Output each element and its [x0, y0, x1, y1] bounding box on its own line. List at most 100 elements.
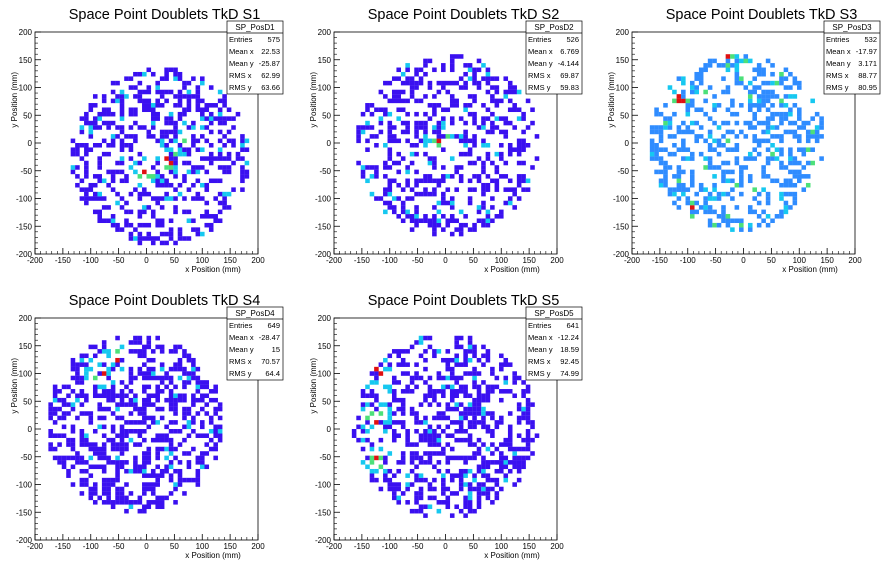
histogram-bin	[142, 451, 147, 456]
histogram-bin	[418, 477, 424, 483]
histogram-bin	[66, 455, 71, 461]
histogram-bin	[485, 89, 491, 95]
histogram-bin	[409, 151, 415, 157]
histogram-bin	[525, 446, 531, 452]
histogram-bin	[458, 231, 464, 237]
y-tick-label: -200	[315, 536, 332, 545]
histogram-bin	[730, 54, 735, 59]
histogram-bin	[725, 178, 731, 184]
histogram-bin	[436, 89, 442, 95]
histogram-bin	[240, 178, 245, 184]
histogram-bin	[195, 468, 201, 474]
stats-value: 575	[267, 35, 280, 44]
histogram-bin	[146, 500, 152, 505]
histogram-bin	[150, 500, 156, 505]
histogram-bin	[396, 98, 401, 104]
histogram-bin	[106, 151, 111, 157]
histogram-bin	[685, 103, 691, 108]
histogram-bin	[106, 491, 111, 496]
histogram-bin	[150, 107, 156, 113]
histogram-bin	[124, 460, 129, 465]
histogram-bin	[663, 165, 668, 170]
histogram-bin	[142, 389, 147, 394]
chart-title: Space Point Doublets TkD S2	[368, 7, 560, 23]
histogram-bin	[703, 209, 708, 215]
histogram-bin	[676, 182, 682, 188]
histogram-bin	[423, 429, 428, 434]
histogram-bin	[409, 227, 415, 232]
histogram-bin	[400, 362, 406, 367]
y-tick-label: 200	[616, 28, 630, 37]
histogram-bin	[427, 160, 433, 166]
histogram-bin	[503, 389, 509, 394]
histogram-bin	[409, 451, 415, 456]
stats-label: RMS y	[528, 369, 551, 378]
histogram-bin	[427, 504, 433, 510]
histogram-bin	[792, 76, 798, 81]
histogram-bin	[499, 455, 504, 461]
histogram-bin	[712, 94, 717, 99]
histogram-bin	[734, 134, 740, 139]
histogram-bin	[485, 143, 491, 148]
histogram-bin	[84, 371, 89, 376]
histogram-bin	[423, 366, 428, 372]
histogram-bin	[208, 103, 214, 108]
histogram-bin	[374, 406, 379, 412]
histogram-bin	[427, 103, 433, 108]
histogram-bin	[88, 129, 94, 135]
histogram-bin	[137, 406, 143, 412]
histogram-bin	[79, 362, 85, 367]
histogram-bin	[414, 80, 419, 86]
histogram-bin	[369, 111, 375, 117]
histogram-bin	[133, 460, 138, 465]
histogram-bin	[101, 491, 107, 496]
histogram-bin	[84, 437, 89, 443]
histogram-bin	[770, 134, 775, 139]
histogram-bin	[97, 424, 102, 430]
histogram-bin	[739, 227, 744, 232]
histogram-bin	[507, 468, 513, 474]
histogram-bin	[788, 111, 793, 117]
histogram-bin	[400, 491, 406, 496]
histogram-bin	[525, 433, 531, 438]
histogram-bin	[649, 138, 655, 144]
histogram-bin	[164, 71, 169, 77]
histogram-bin	[472, 187, 477, 192]
histogram-bin	[365, 103, 370, 108]
histogram-bin	[463, 71, 468, 77]
histogram-bin	[689, 129, 695, 135]
histogram-bin	[725, 218, 731, 224]
histogram-bin	[681, 98, 686, 104]
histogram-bin	[458, 85, 464, 90]
histogram-bin	[208, 222, 214, 228]
histogram-bin	[797, 169, 802, 175]
histogram-bin	[155, 85, 160, 90]
histogram-bin	[765, 147, 771, 152]
histogram-bin	[530, 451, 535, 456]
histogram-bin	[182, 174, 187, 179]
histogram-bin	[200, 134, 205, 139]
histogram-bin	[694, 89, 699, 95]
histogram-bin	[730, 98, 735, 104]
histogram-bin	[494, 98, 500, 104]
histogram-bin	[182, 85, 187, 90]
histogram-bin	[454, 357, 459, 363]
histogram-bin	[819, 125, 824, 130]
histogram-bin	[499, 486, 504, 492]
histogram-bin	[467, 442, 473, 447]
histogram-bin	[383, 473, 388, 478]
histogram-bin	[110, 366, 116, 372]
y-tick-label: -50	[319, 167, 331, 176]
histogram-bin	[761, 169, 766, 175]
histogram-bin	[159, 205, 165, 210]
histogram-bin	[485, 473, 491, 478]
histogram-bin	[752, 111, 757, 117]
histogram-bin	[88, 491, 94, 496]
histogram-bin	[521, 415, 526, 421]
histogram-bin	[66, 384, 71, 390]
histogram-bin	[146, 98, 152, 104]
histogram-bin	[191, 357, 196, 363]
histogram-bin	[155, 200, 160, 206]
histogram-bin	[391, 420, 397, 425]
histogram-bin	[423, 58, 428, 64]
